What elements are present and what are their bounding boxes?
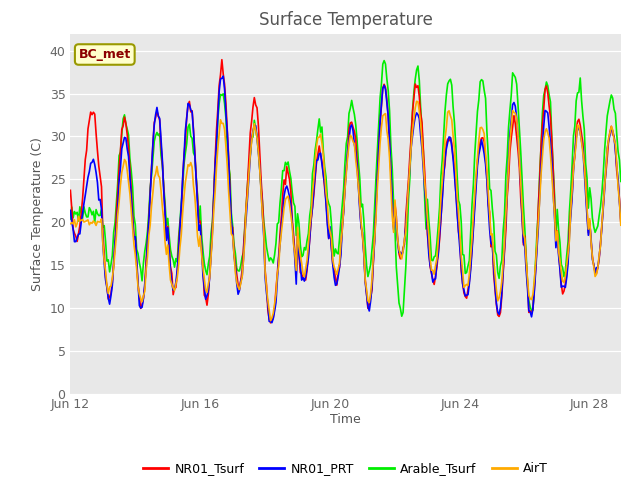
Title: Surface Temperature: Surface Temperature bbox=[259, 11, 433, 29]
X-axis label: Time: Time bbox=[330, 413, 361, 426]
Legend: NR01_Tsurf, NR01_PRT, Arable_Tsurf, AirT: NR01_Tsurf, NR01_PRT, Arable_Tsurf, AirT bbox=[138, 457, 553, 480]
Text: BC_met: BC_met bbox=[79, 48, 131, 61]
Y-axis label: Surface Temperature (C): Surface Temperature (C) bbox=[31, 137, 44, 290]
